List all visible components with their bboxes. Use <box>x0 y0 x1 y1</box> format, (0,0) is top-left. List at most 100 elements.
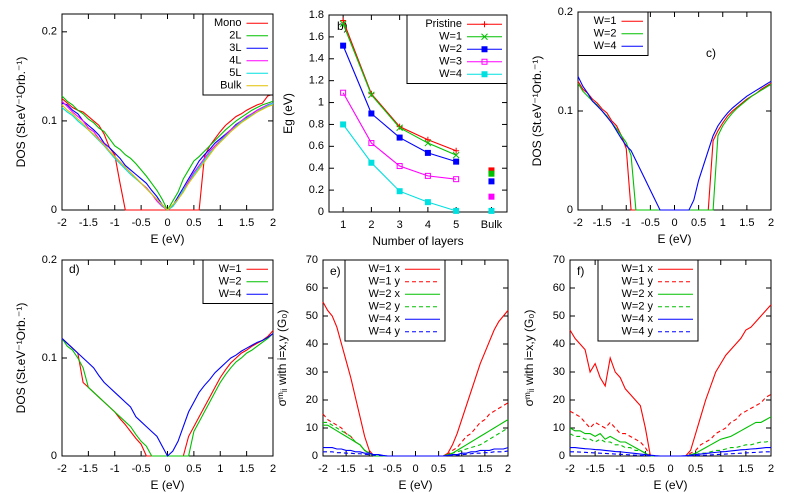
marker <box>396 188 403 195</box>
x-tick-label: -1 <box>110 217 120 229</box>
legend-label: W=1 <box>594 15 617 27</box>
x-tick-label: 2 <box>505 463 511 475</box>
y-axis-label: Eg (eV) <box>281 93 295 134</box>
series-line <box>570 451 771 457</box>
legend-label: W=2 <box>219 276 242 288</box>
legend-label: W=1 y <box>622 276 654 288</box>
legend-label: W=2 <box>594 28 617 40</box>
y-tick-label: 40 <box>306 338 318 350</box>
series-line <box>342 92 457 180</box>
y-tick-label: 50 <box>553 310 565 322</box>
marker <box>339 20 347 28</box>
x-tick-label: -0.5 <box>132 463 151 475</box>
y-tick-label: 20 <box>306 394 318 406</box>
marker <box>481 21 488 28</box>
x-tick-label: 1 <box>718 463 724 475</box>
legend-label: W=2 x <box>369 288 401 300</box>
x-tick-label: 1 <box>720 217 726 229</box>
x-tick-label: 2 <box>270 463 276 475</box>
panel-label: e) <box>330 264 341 278</box>
x-tick-label: -2 <box>57 217 67 229</box>
y-tick-label: 0 <box>567 204 573 216</box>
legend-label: W=4 <box>439 68 462 80</box>
legend-box <box>202 13 274 96</box>
marker <box>488 193 495 200</box>
panel-label: c) <box>706 46 716 60</box>
marker <box>452 151 460 159</box>
panel-label: b) <box>337 19 348 33</box>
series-line <box>322 402 509 457</box>
x-tick-label: -0.5 <box>132 217 151 229</box>
x-tick-label: 1 <box>340 219 346 231</box>
x-tick-label: -0.5 <box>641 217 660 229</box>
marker <box>488 207 495 214</box>
legend-label: W=3 <box>439 56 462 68</box>
x-tick-label: 0 <box>412 463 418 475</box>
legend-label: Bulk <box>220 80 242 92</box>
panel-label: f) <box>577 264 584 278</box>
legend-box <box>597 259 699 342</box>
y-tick-label: 30 <box>306 366 318 378</box>
x-axis-label: Number of layers <box>372 234 463 248</box>
marker <box>368 159 375 166</box>
marker <box>368 91 375 99</box>
x-tick-label: -1.5 <box>79 217 98 229</box>
panel-label: d) <box>69 262 80 276</box>
x-tick-label: 0.5 <box>688 463 703 475</box>
y-axis-label: DOS (St.eV⁻¹Orb.⁻¹) <box>14 303 28 414</box>
marker <box>481 46 488 53</box>
y-tick-label: 0.1 <box>42 352 57 364</box>
marker <box>481 71 488 78</box>
x-tick-label: -1 <box>615 463 625 475</box>
marker <box>481 33 488 41</box>
x-tick-label: 0.5 <box>186 217 201 229</box>
x-tick-label: 2 <box>768 463 774 475</box>
legend-label: W=4 x <box>369 313 401 325</box>
marker <box>368 140 375 147</box>
legend-label: W=4 y <box>369 326 401 338</box>
series-line <box>323 450 509 457</box>
x-tick-label: -1.5 <box>586 463 605 475</box>
marker <box>488 178 495 185</box>
y-tick-label: 60 <box>306 282 318 294</box>
x-tick-label: -0.5 <box>383 463 402 475</box>
y-axis-label: DOS (St.eV⁻¹Orb.⁻¹) <box>530 56 544 167</box>
y-tick-label: 0.2 <box>42 254 57 266</box>
y-tick-label: 0 <box>51 204 57 216</box>
series-line <box>61 93 274 211</box>
x-tick-label: 1 <box>217 217 223 229</box>
x-tick-label: 3 <box>397 219 403 231</box>
legend-label: W=4 <box>594 40 617 52</box>
y-tick-label: 10 <box>306 422 318 434</box>
series-line <box>61 330 274 457</box>
x-tick-label: -1 <box>621 217 631 229</box>
legend-label: W=4 <box>219 288 242 300</box>
y-tick-label: 0.2 <box>558 6 573 18</box>
y-tick-label: 0 <box>318 206 324 218</box>
x-tick-label: 0 <box>667 463 673 475</box>
x-tick-label: -1.5 <box>593 217 612 229</box>
x-axis-label: E (eV) <box>398 478 432 492</box>
x-tick-label: 1.5 <box>738 463 753 475</box>
x-tick-label: 2 <box>768 217 774 229</box>
y-tick-label: 0.4 <box>309 162 324 174</box>
series-line <box>61 95 274 212</box>
series-line <box>577 76 772 211</box>
x-tick-label: -2 <box>318 463 328 475</box>
x-axis-label: E (eV) <box>150 232 184 246</box>
marker <box>424 172 431 179</box>
marker <box>396 134 403 141</box>
x-tick-label: 0.5 <box>431 463 446 475</box>
y-tick-label: 1.4 <box>309 53 324 65</box>
x-tick-label: -1.5 <box>337 463 356 475</box>
x-tick-label: -1.5 <box>79 463 98 475</box>
legend-label: Mono <box>214 17 242 29</box>
marker <box>424 136 431 143</box>
y-tick-label: 10 <box>553 422 565 434</box>
series-line <box>61 102 274 211</box>
y-tick-label: 20 <box>553 394 565 406</box>
x-tick-label: 0.5 <box>186 463 201 475</box>
marker <box>453 207 460 214</box>
series-line <box>61 333 274 457</box>
series-line <box>61 102 274 211</box>
